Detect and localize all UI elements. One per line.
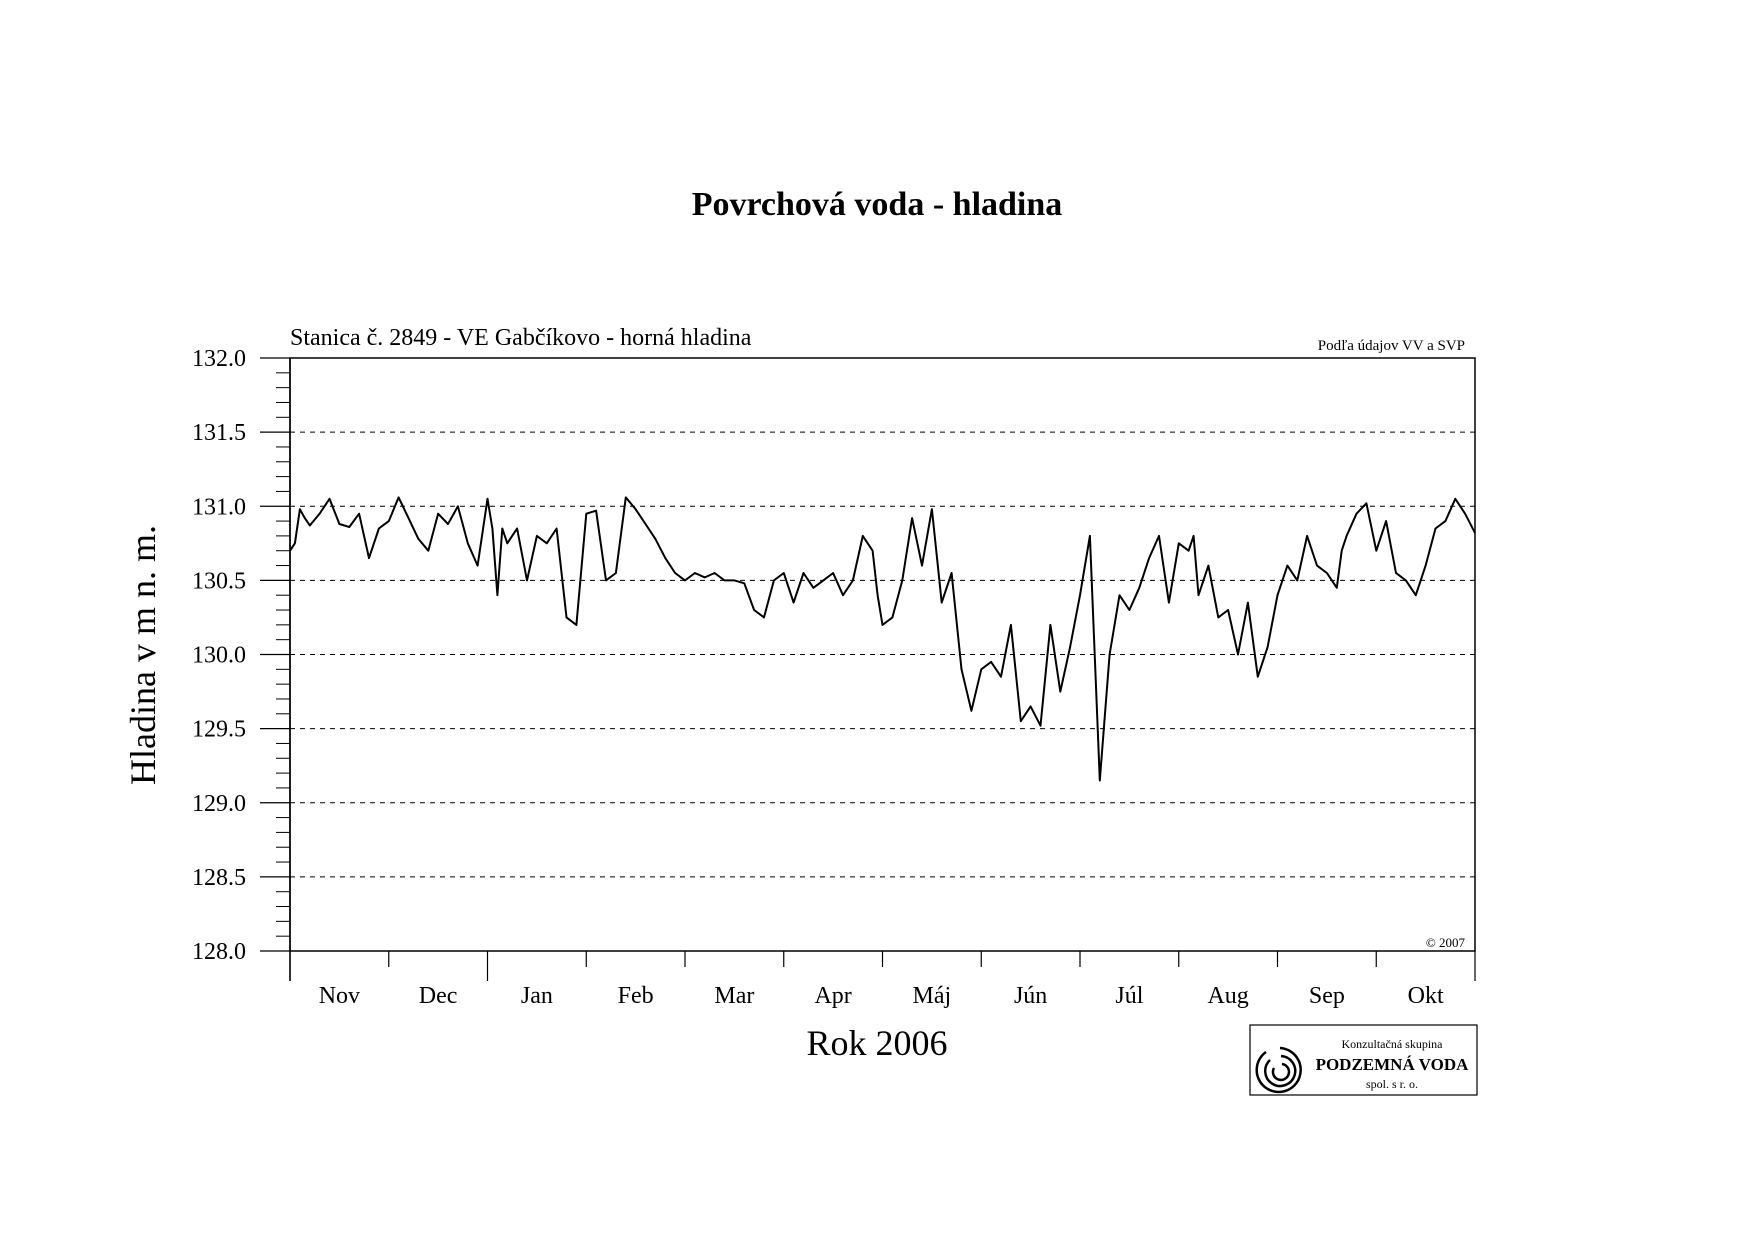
y-tick-label: 129.5 (192, 717, 246, 743)
series-line (289, 496, 1476, 782)
y-axis-label: Hladina v m n. m. (123, 525, 163, 785)
chart-subtitle: Stanica č. 2849 - VE Gabčíkovo - horná h… (290, 325, 752, 351)
y-tick-label: 130.0 (192, 643, 246, 669)
x-tick-label: Máj (913, 983, 952, 1009)
x-tick-label: Jan (521, 983, 553, 1009)
logo-line-2: PODZEMNÁ VODA (1316, 1055, 1470, 1074)
x-tick-label: Aug (1207, 983, 1248, 1009)
y-tick-label: 131.0 (192, 494, 246, 520)
x-tick-label: Dec (419, 983, 458, 1009)
y-axis: 128.0 128.5 129.0 129.5 130.0 130.5 131.0 131.5… (192, 346, 291, 981)
x-axis-label: Rok 2006 (806, 1023, 947, 1063)
company-logo: Konzultačná skupina PODZEMNÁ VODA spol. … (1249, 1024, 1478, 1096)
x-tick-label: Júl (1115, 983, 1143, 1009)
plot-frame (289, 357, 1476, 952)
chart-title: Povrchová voda - hladina (692, 186, 1063, 223)
y-tick-label: 129.0 (192, 791, 246, 817)
x-tick-label: Apr (814, 983, 851, 1009)
x-tick-label: Nov (319, 983, 360, 1009)
x-tick-label: Sep (1309, 983, 1345, 1009)
y-tick-label: 131.5 (192, 420, 246, 446)
y-tick-label: 130.5 (192, 568, 246, 594)
logo-mark-icon (1255, 1046, 1302, 1094)
y-tick-label: 132.0 (192, 346, 246, 372)
copyright-note: © 2007 (1426, 935, 1466, 950)
series-layer (289, 496, 1476, 782)
logo-line-1: Konzultačná skupina (1342, 1037, 1444, 1051)
x-tick-label: Mar (714, 983, 754, 1009)
x-tick-label: Feb (618, 983, 654, 1009)
x-axis: Nov Dec Jan Feb Mar Apr Máj Jún Júl Aug Sep Okt (289, 951, 1476, 1009)
source-note: Podľa údajov VV a SVP (1318, 338, 1465, 354)
grid-lines (290, 357, 1475, 878)
y-tick-label: 128.0 (192, 939, 246, 965)
x-tick-label: Okt (1408, 983, 1444, 1009)
y-tick-label: 128.5 (192, 865, 246, 891)
logo-line-3: spol. s r. o. (1366, 1077, 1418, 1091)
x-tick-label: Jún (1014, 983, 1047, 1009)
